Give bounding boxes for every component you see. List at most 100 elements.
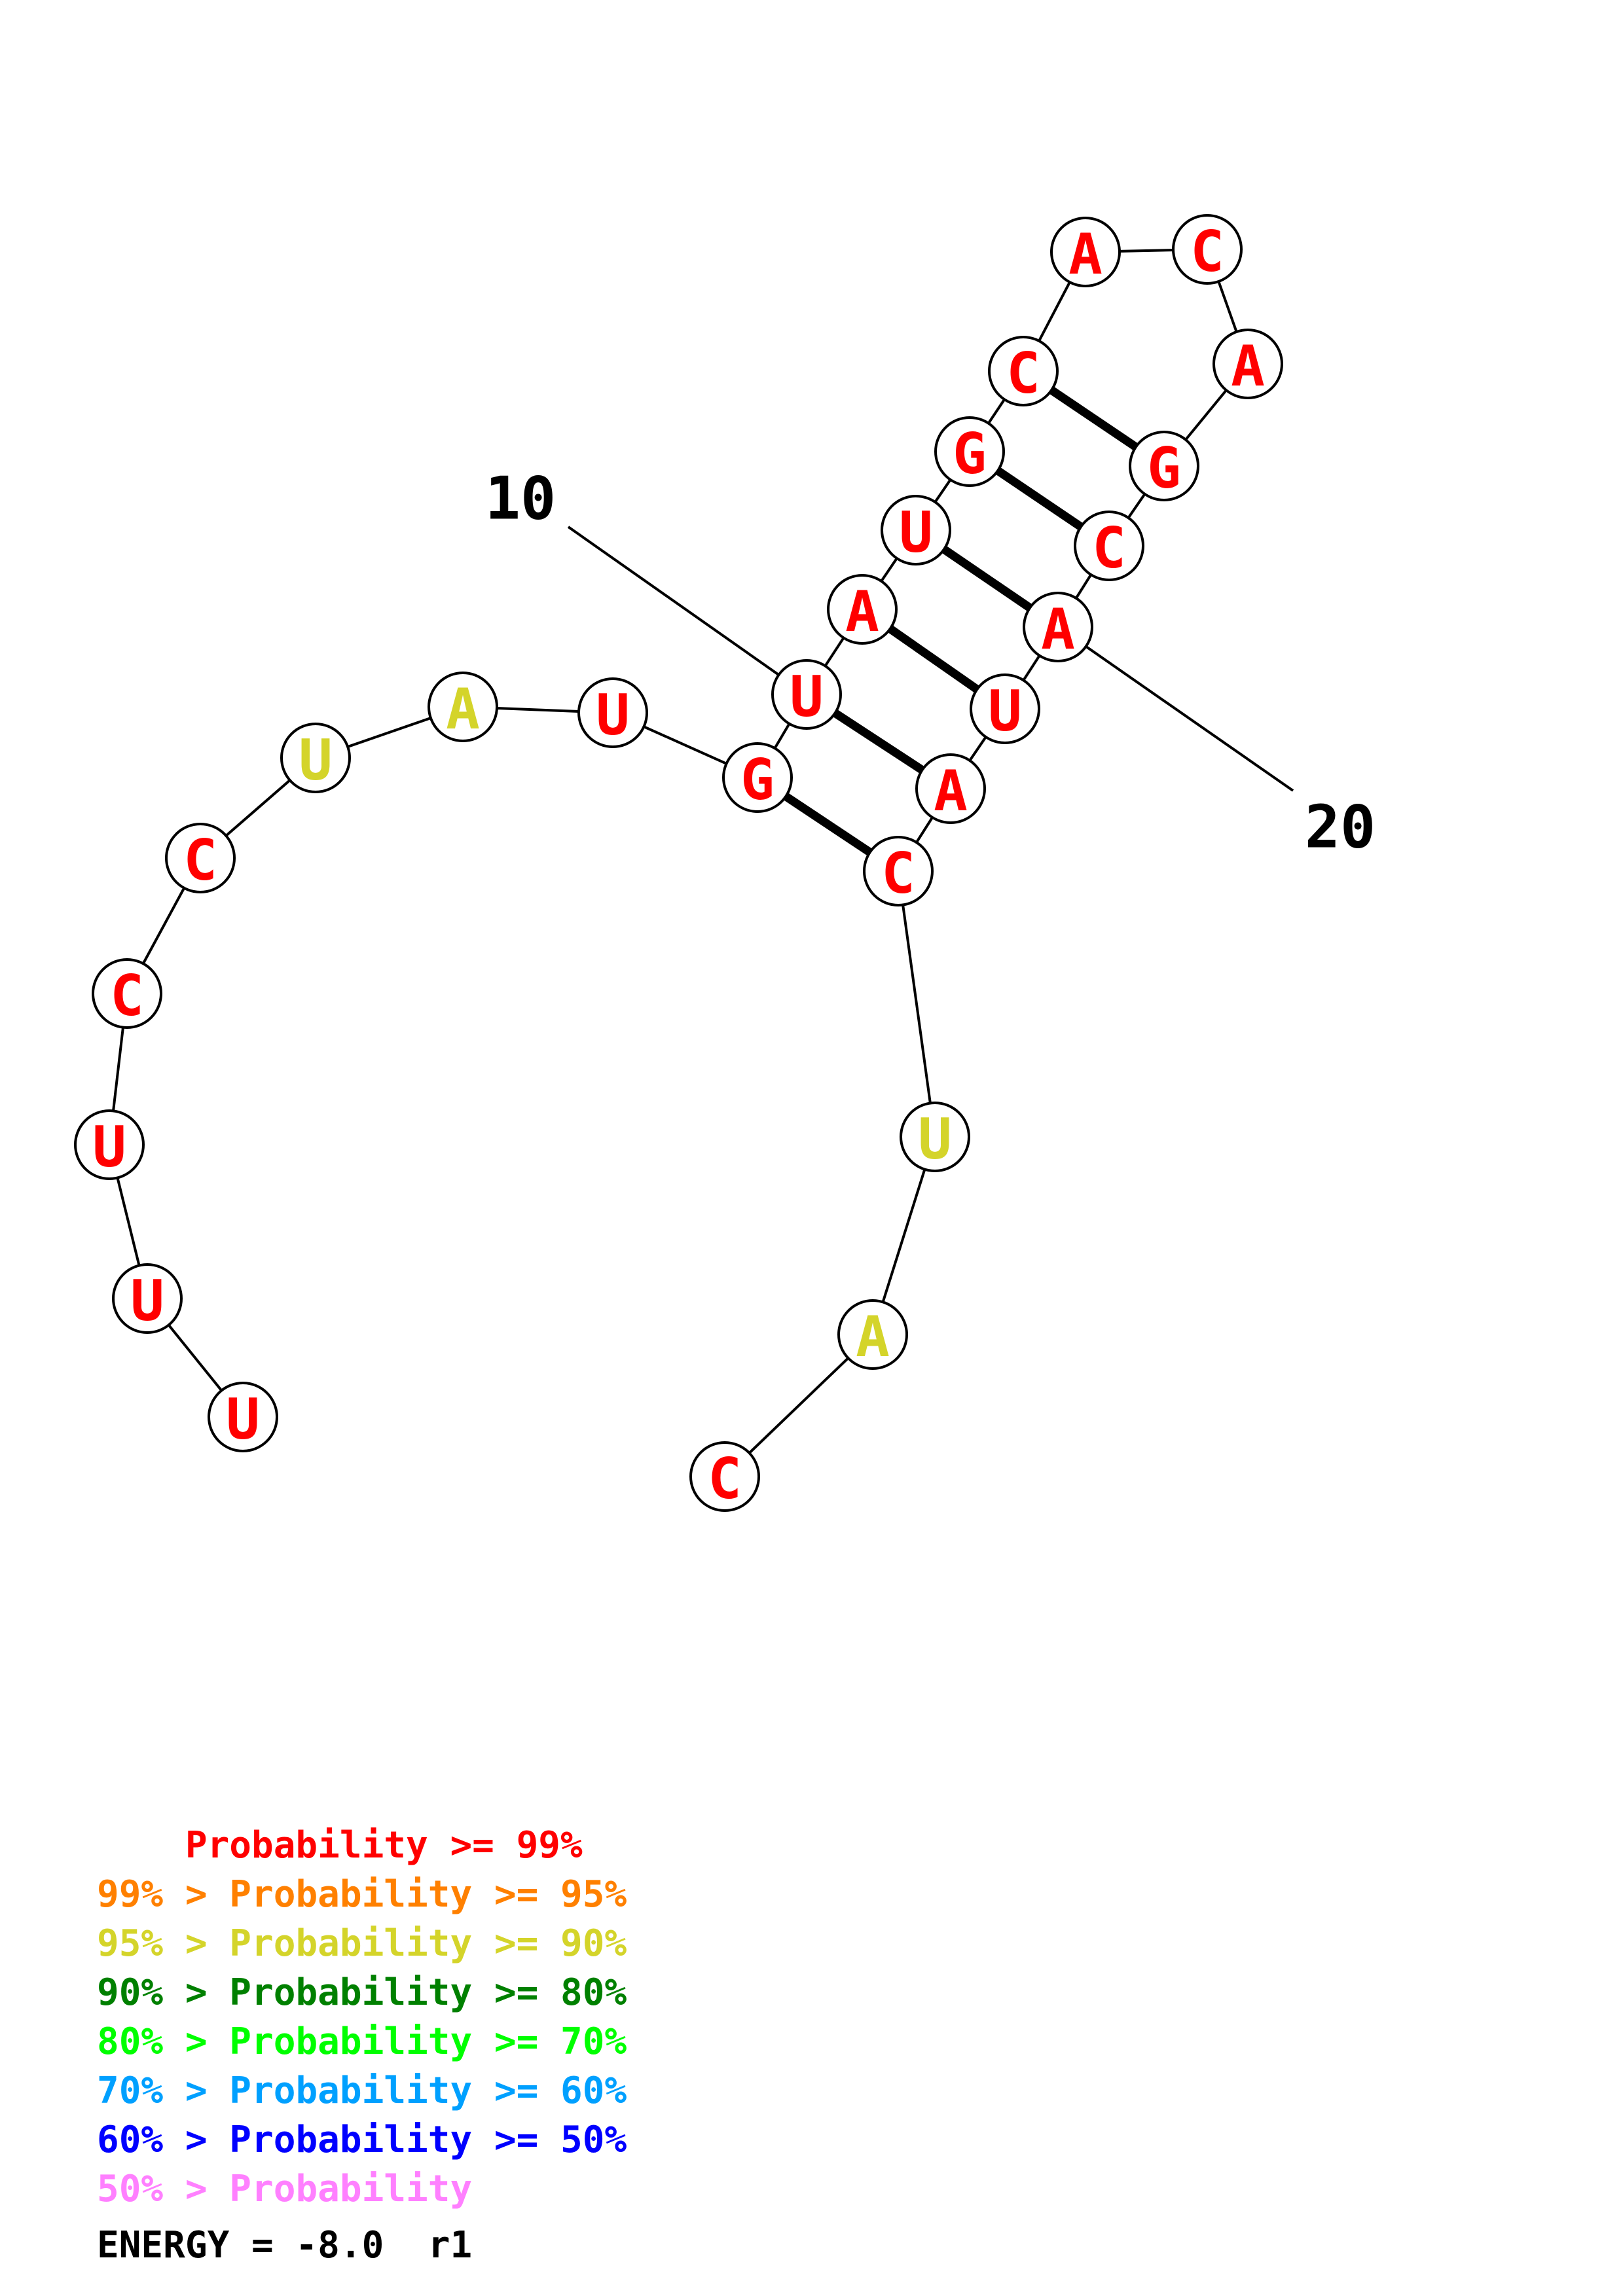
- nucleotide-base-label: A: [856, 1304, 890, 1370]
- nucleotide-base-label: G: [1147, 436, 1181, 501]
- nucleotide-base-label: U: [226, 1387, 260, 1452]
- nucleotide-base-label: A: [845, 579, 879, 645]
- legend-row-text: Probability >= 50%: [229, 2119, 627, 2161]
- nucleotide-7: A: [428, 672, 498, 742]
- nucleotide-5: C: [165, 823, 236, 893]
- position-label-20: 20: [1305, 793, 1376, 862]
- energy-label: ENERGY = -8.0 r1: [97, 2224, 473, 2267]
- legend-row-text: Probability >= 80%: [229, 1971, 627, 2014]
- nucleotide-base-label: G: [953, 422, 987, 487]
- legend-row-text: Probability: [229, 2168, 473, 2210]
- nucleotide-circle: [280, 723, 351, 793]
- nucleotide-26: C: [689, 1441, 760, 1512]
- legend-row: 90% > Probability >= 80%: [97, 1968, 627, 2017]
- probability-legend: Probability >= 99% 99% > Probability >= 9…: [97, 1821, 627, 2214]
- position-label-leader: [1057, 626, 1294, 792]
- nucleotide-22: A: [915, 753, 986, 824]
- nucleotide-2: U: [112, 1263, 183, 1334]
- nucleotide-base-label: G: [740, 747, 775, 813]
- nucleotide-21: U: [970, 673, 1040, 744]
- nucleotide-8: U: [577, 677, 648, 748]
- position-label-10: 10: [485, 465, 556, 533]
- nucleotide-base-label: C: [1006, 341, 1040, 406]
- nucleotide-circle: [722, 742, 793, 813]
- nucleotide-circle: [771, 659, 842, 730]
- nucleotide-base-label: C: [110, 963, 144, 1029]
- nucleotide-base-label: U: [790, 664, 824, 730]
- backbone-links: [108, 248, 1249, 1478]
- legend-row-prefix: 80% >: [97, 2020, 230, 2063]
- legend-row-text: Probability >= 95%: [229, 1873, 627, 1916]
- nucleotide-circle: [428, 672, 498, 742]
- legend-row-text: Probability >= 90%: [229, 1922, 627, 1965]
- nucleotide-19: C: [1074, 511, 1144, 581]
- nucleotide-circle: [1050, 217, 1121, 287]
- nucleotide-17: A: [1213, 329, 1283, 399]
- legend-row-prefix: 95% >: [97, 1922, 230, 1965]
- nucleotide-11: A: [827, 574, 898, 645]
- nucleotide-base-label: U: [299, 728, 333, 793]
- nucleotide-circle: [934, 416, 1005, 487]
- nucleotide-circle: [970, 673, 1040, 744]
- nucleotide-9: G: [722, 742, 793, 813]
- nucleotide-12: U: [881, 495, 951, 565]
- backbone-link: [897, 870, 936, 1138]
- nucleotide-base-label: A: [446, 677, 480, 742]
- legend-row-prefix: 60% >: [97, 2119, 230, 2161]
- nucleotide-base-label: U: [130, 1268, 164, 1334]
- legend-row: 70% > Probability >= 60%: [97, 2066, 627, 2115]
- legend-row: 50% > Probability: [97, 2164, 627, 2214]
- position-label-leader: [567, 526, 808, 696]
- nucleotide-base-label: C: [881, 841, 915, 906]
- nucleotide-circle: [881, 495, 951, 565]
- nucleotide-4: C: [92, 958, 162, 1029]
- nucleotide-14: C: [988, 336, 1059, 406]
- nucleotide-circle: [863, 836, 934, 906]
- legend-row-prefix: 90% >: [97, 1971, 230, 2014]
- nucleotide-circle: [900, 1102, 970, 1172]
- nucleotide-3: U: [74, 1109, 145, 1180]
- nucleotide-base-label: C: [708, 1446, 742, 1512]
- nucleotide-circle: [1074, 511, 1144, 581]
- nucleotide-base-label: C: [1092, 516, 1126, 581]
- nucleotide-base-label: A: [1041, 597, 1075, 662]
- nucleotide-circle: [577, 677, 648, 748]
- nucleotide-circle: [915, 753, 986, 824]
- legend-row-text: Probability >= 60%: [229, 2070, 627, 2112]
- nucleotide-circle: [165, 823, 236, 893]
- nucleotide-circle: [1023, 592, 1093, 662]
- legend-row-prefix: 50% >: [97, 2168, 230, 2210]
- legend-row: 99% > Probability >= 95%: [97, 1870, 627, 1919]
- nucleotide-base-label: U: [596, 683, 630, 748]
- nucleotide-circle: [92, 958, 162, 1029]
- nucleotide-25: A: [837, 1299, 908, 1370]
- nucleotide-18: G: [1129, 431, 1199, 501]
- nucleotide-circle: [208, 1382, 278, 1452]
- legend-row: 95% > Probability >= 90%: [97, 1919, 627, 1968]
- nucleotide-24: U: [900, 1102, 970, 1172]
- nucleotide-circle: [1213, 329, 1283, 399]
- nucleotide-base-label: U: [918, 1107, 952, 1172]
- nucleotide-circle: [74, 1109, 145, 1180]
- nucleotide-circle: [1172, 214, 1243, 285]
- nucleotide-15: A: [1050, 217, 1121, 287]
- nucleotide-23: C: [863, 836, 934, 906]
- nucleotide-base-label: C: [1190, 219, 1224, 285]
- nucleotide-circle: [689, 1441, 760, 1512]
- nucleotide-circle: [837, 1299, 908, 1370]
- legend-row-text: Probability >= 99%: [185, 1824, 583, 1867]
- nucleotide-10: U: [771, 659, 842, 730]
- legend-row-prefix: [97, 1824, 185, 1867]
- nucleotide-base-label: U: [988, 679, 1022, 744]
- nucleotide-16: C: [1172, 214, 1243, 285]
- nucleotide-base-label: U: [92, 1115, 126, 1180]
- nucleotide-base-label: U: [899, 500, 933, 565]
- legend-row: 80% > Probability >= 70%: [97, 2017, 627, 2066]
- legend-row-text: Probability >= 70%: [229, 2020, 627, 2063]
- nucleotide-circle: [827, 574, 898, 645]
- nucleotide-6: U: [280, 723, 351, 793]
- nucleotide-circle: [988, 336, 1059, 406]
- nucleotide-13: G: [934, 416, 1005, 487]
- nucleotide-circle: [1129, 431, 1199, 501]
